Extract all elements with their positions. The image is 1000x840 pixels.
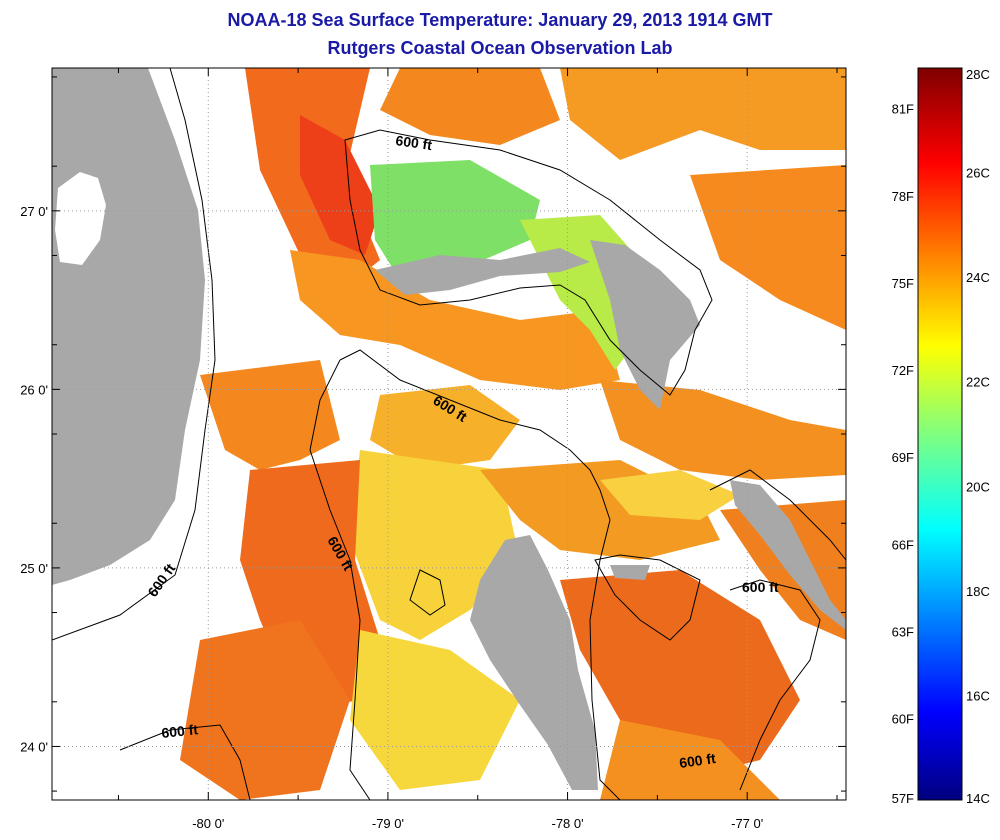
sst-patch (380, 68, 560, 145)
lake-okeechobee (55, 172, 106, 265)
colorbar-fahrenheit-label: 78F (892, 189, 914, 204)
contour-eleuthera (709, 469, 846, 561)
colorbar-celsius-label: 26C (966, 166, 990, 181)
sst-field (180, 68, 846, 800)
colorbar-celsius-label: 18C (966, 584, 990, 599)
colorbar-labels: 14C 16C 18C 20C 22C 24C 26C 28C 57F 60F 63F 66F 69F 7… (892, 67, 990, 806)
land-eleuthera (730, 480, 846, 630)
sst-patch (200, 360, 340, 470)
isobath-contours (52, 68, 846, 800)
sst-patch (720, 500, 846, 640)
lat-tick-label: 24 0' (20, 739, 48, 754)
sst-patch (180, 620, 350, 800)
lon-tick-label: -79 0' (372, 816, 404, 831)
colorbar-celsius-label: 22C (966, 375, 990, 390)
sst-patch (300, 115, 380, 255)
land-small-island (610, 565, 650, 580)
sst-patch (560, 68, 846, 160)
sst-patch (350, 630, 520, 790)
contour-label: 600 ft (742, 579, 779, 595)
colorbar-fahrenheit-label: 69F (892, 450, 914, 465)
colorbar-fahrenheit-label: 66F (892, 537, 914, 552)
lat-tick-label: 26 0' (20, 382, 48, 397)
contour-tongue (594, 554, 701, 641)
sst-patch (560, 570, 800, 780)
lat-tick-label: 25 0' (20, 561, 48, 576)
sst-patch (600, 380, 846, 480)
sst-patch (370, 160, 540, 280)
contour-south (119, 724, 251, 800)
contour-florida (52, 68, 216, 641)
colorbar-celsius-label: 16C (966, 688, 990, 703)
colorbar-fahrenheit-label: 57F (892, 791, 914, 806)
colorbar-celsius-label: 20C (966, 479, 990, 494)
contour-label: 600 ft (395, 132, 434, 153)
contour-little-bahama-bank (344, 129, 713, 396)
colorbar-fahrenheit-label: 72F (892, 363, 914, 378)
sst-patch (600, 470, 740, 520)
map-title: NOAA-18 Sea Surface Temperature: January… (227, 10, 773, 30)
land-grand-bahama (375, 248, 590, 295)
sst-patch (600, 720, 780, 800)
graticule (52, 68, 846, 800)
colorbar-fahrenheit-label: 81F (892, 102, 914, 117)
colorbar-fahrenheit-label: 63F (892, 625, 914, 640)
colorbar-fahrenheit-label: 60F (892, 712, 914, 727)
map-subtitle: Rutgers Coastal Ocean Observation Lab (327, 38, 673, 58)
colorbar-celsius-label: 28C (966, 67, 990, 82)
sst-patch (290, 250, 620, 390)
colorbar-fahrenheit-label: 75F (892, 276, 914, 291)
lat-tick-label: 27 0' (20, 204, 48, 219)
colorbar-celsius-label: 14C (966, 791, 990, 806)
colorbar-celsius-label: 24C (966, 270, 990, 285)
contour-east (729, 579, 821, 791)
land-andros (470, 535, 598, 790)
contour-label: 600 ft (678, 750, 717, 771)
lon-tick-label: -78 0' (551, 816, 583, 831)
colorbar (917, 67, 963, 801)
axis-tick-labels: -80 0' -79 0' -78 0' -77 0' 27 0' 26 0' 25 0' 2… (20, 204, 763, 831)
contour-west-edge (309, 359, 371, 800)
map-ticks (52, 68, 846, 800)
contour-great-bahama-bank (339, 349, 621, 800)
land-abaco (590, 240, 700, 410)
contour-label: 600 ft (161, 721, 199, 741)
sst-patch (370, 385, 520, 470)
contour-loop (409, 569, 446, 616)
sst-patch (690, 165, 846, 330)
lon-tick-label: -80 0' (192, 816, 224, 831)
lon-tick-label: -77 0' (731, 816, 763, 831)
